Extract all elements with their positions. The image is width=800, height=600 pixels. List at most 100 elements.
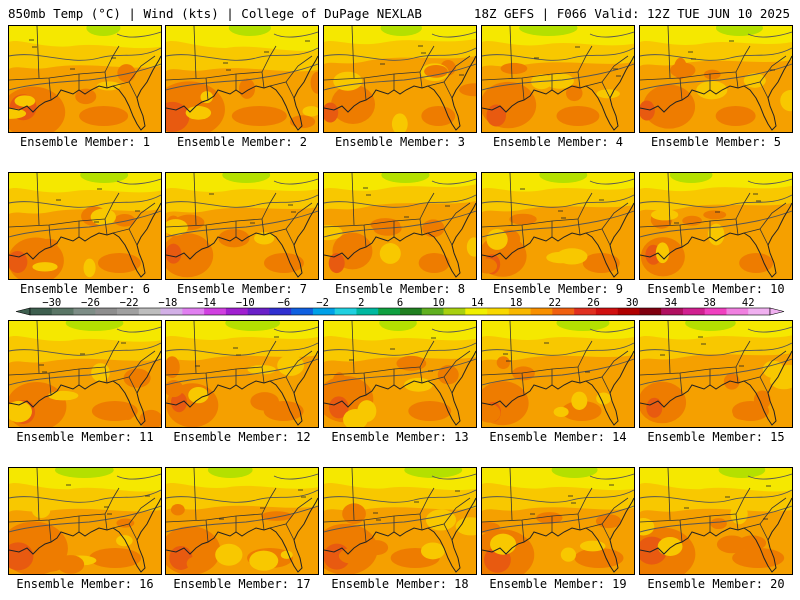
colorbar-swatch <box>160 308 183 315</box>
colorbar-swatch <box>661 308 684 315</box>
ensemble-member-label: Ensemble Member: 3 <box>334 135 466 149</box>
member-map-field <box>166 468 318 574</box>
colorbar-swatch <box>595 308 618 315</box>
colorbar-tick-label: 10 <box>432 297 446 309</box>
colorbar-swatch <box>291 308 314 315</box>
member-map-field <box>482 26 634 132</box>
colorbar-swatch <box>225 308 248 315</box>
ensemble-member-map <box>481 467 635 575</box>
colorbar-tick-label: −10 <box>235 297 255 309</box>
colorbar-swatch <box>421 308 444 315</box>
ensemble-member-label: Ensemble Member: 16 <box>16 577 154 591</box>
colorbar-swatch <box>704 308 727 315</box>
colorbar-swatch <box>574 308 597 315</box>
colorbar-swatch <box>726 308 749 315</box>
colorbar-swatch <box>117 308 140 315</box>
ensemble-member-map <box>323 172 477 280</box>
colorbar-swatch <box>639 308 662 315</box>
colorbar-swatch <box>247 308 270 315</box>
member-map-field <box>640 321 792 427</box>
colorbar-tick-label: −14 <box>197 297 217 309</box>
ensemble-member-map <box>8 25 162 133</box>
ensemble-member-map <box>481 320 635 428</box>
ensemble-member-label: Ensemble Member: 9 <box>492 282 624 296</box>
colorbar-tick-label: 6 <box>396 297 404 309</box>
member-map-field <box>482 321 634 427</box>
ensemble-member-map <box>165 25 319 133</box>
ensemble-member-label: Ensemble Member: 19 <box>489 577 627 591</box>
chart-header-title: 850mb Temp (°C) | Wind (kts) | College o… <box>8 6 422 21</box>
temperature-colorbar <box>15 307 785 316</box>
colorbar-tick-label: −18 <box>158 297 178 309</box>
ensemble-member-label: Ensemble Member: 4 <box>492 135 624 149</box>
ensemble-member-label: Ensemble Member: 13 <box>331 430 469 444</box>
colorbar-min-arrow <box>15 307 31 316</box>
member-map-field <box>640 173 792 279</box>
member-map-field <box>324 173 476 279</box>
colorbar-swatch <box>356 308 379 315</box>
colorbar-max-arrow <box>769 307 785 316</box>
colorbar-swatch <box>443 308 466 315</box>
colorbar-tick-label: 14 <box>471 297 484 309</box>
member-map-field <box>482 173 634 279</box>
ensemble-member-label: Ensemble Member: 10 <box>647 282 785 296</box>
colorbar-swatch <box>138 308 161 315</box>
colorbar-swatch <box>51 308 74 315</box>
colorbar-swatch <box>400 308 423 315</box>
colorbar-swatch <box>312 308 336 315</box>
ensemble-member-label: Ensemble Member: 11 <box>16 430 154 444</box>
colorbar-swatch <box>73 308 96 315</box>
ensemble-member-map <box>165 467 319 575</box>
ensemble-member-map <box>165 172 319 280</box>
colorbar-swatch <box>508 308 531 315</box>
ensemble-member-map <box>639 25 793 133</box>
colorbar-tick-label: 26 <box>587 297 600 309</box>
colorbar-tick-label: −2 <box>316 297 329 309</box>
ensemble-member-map <box>8 320 162 428</box>
ensemble-member-label: Ensemble Member: 8 <box>334 282 466 296</box>
ensemble-member-label: Ensemble Member: 12 <box>173 430 311 444</box>
member-map-field <box>324 321 476 427</box>
ensemble-member-map <box>639 320 793 428</box>
colorbar-tick-label: 38 <box>703 297 716 309</box>
ensemble-member-label: Ensemble Member: 6 <box>19 282 151 296</box>
member-map-field <box>9 26 161 132</box>
colorbar-tick-label: −22 <box>119 297 139 309</box>
ensemble-member-label: Ensemble Member: 5 <box>650 135 782 149</box>
member-map-field <box>324 26 476 132</box>
colorbar-swatch <box>682 308 706 315</box>
colorbar-swatch <box>552 308 575 315</box>
ensemble-member-map <box>8 467 162 575</box>
ensemble-member-label: Ensemble Member: 14 <box>489 430 627 444</box>
colorbar-tick-label: −30 <box>42 297 62 309</box>
ensemble-member-label: Ensemble Member: 20 <box>647 577 785 591</box>
member-map-field <box>640 26 792 132</box>
member-map-field <box>324 468 476 574</box>
member-map-field <box>9 468 161 574</box>
colorbar-swatch <box>182 308 205 315</box>
colorbar-tick-label: 42 <box>741 297 755 309</box>
ensemble-member-label: Ensemble Member: 2 <box>176 135 308 149</box>
member-map-field <box>640 468 792 574</box>
ensemble-member-label: Ensemble Member: 18 <box>331 577 469 591</box>
ensemble-member-map <box>8 172 162 280</box>
ensemble-member-map <box>323 320 477 428</box>
member-map-field <box>482 468 634 574</box>
colorbar-tick-label: −26 <box>80 297 100 309</box>
colorbar-swatch <box>334 308 357 315</box>
colorbar-swatch <box>465 308 488 315</box>
colorbar-swatch <box>30 308 53 315</box>
colorbar-tick-label: 2 <box>358 297 365 309</box>
ensemble-member-map <box>323 25 477 133</box>
colorbar-tick-label: 18 <box>509 297 523 309</box>
colorbar-swatch <box>95 308 118 315</box>
member-map-field <box>9 321 161 427</box>
ensemble-member-map <box>323 467 477 575</box>
ensemble-member-label: Ensemble Member: 1 <box>19 135 151 149</box>
colorbar-swatch <box>748 308 771 315</box>
member-map-field <box>166 26 318 132</box>
ensemble-member-label: Ensemble Member: 17 <box>173 577 311 591</box>
colorbar-swatch <box>530 308 553 315</box>
colorbar-swatch <box>617 308 640 315</box>
colorbar-tick-label: 30 <box>625 297 639 309</box>
